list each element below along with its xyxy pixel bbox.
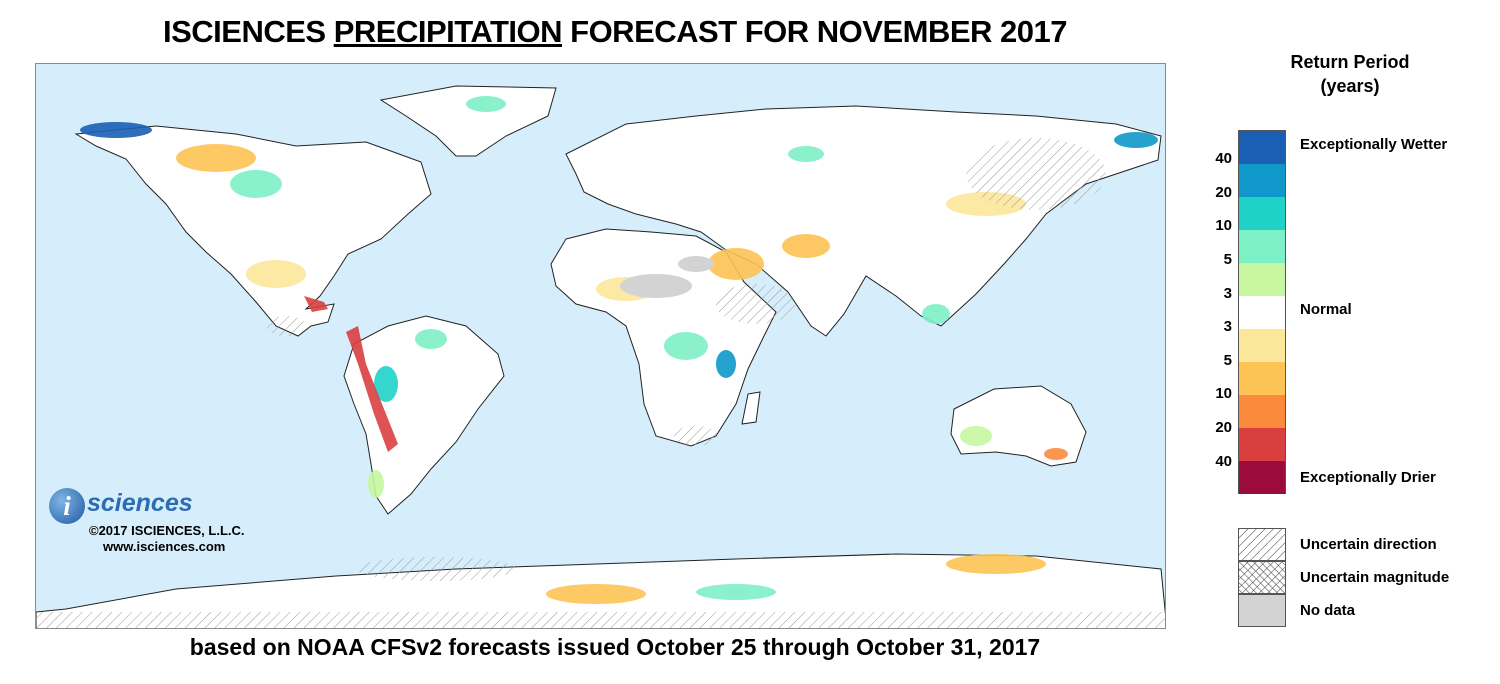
title-suffix: FORECAST FOR NOVEMBER 2017 [562,14,1067,49]
legend-swatch [1239,131,1285,164]
world-map [35,63,1166,629]
legend-title-line2: (years) [1320,76,1380,96]
legend-swatch [1239,230,1285,263]
south-america [343,315,505,515]
greenland [379,85,557,157]
anomaly-wetter [80,96,1158,600]
legend-tick: 3 [1223,318,1232,335]
world-map-graphic [36,85,1165,628]
legend-pattern-direction [1238,528,1286,561]
isciences-logo-word: sciences [87,489,193,517]
website-text: www.isciences.com [103,539,226,554]
legend-tick: 20 [1215,184,1232,201]
map-subtitle: based on NOAA CFSv2 forecasts issued Oct… [189,634,1041,660]
map-title: ISCIENCES PRECIPITATION FORECAST FOR NOV… [30,14,1200,50]
legend-tick: 10 [1215,217,1232,234]
legend-tick: 10 [1215,385,1232,402]
uncertain-direction-hatch [36,138,1165,628]
legend-pattern-magnitude [1238,561,1286,594]
north-america [74,125,432,337]
legend-swatch [1239,197,1285,230]
australia [950,385,1087,467]
legend-tick: 3 [1223,285,1232,302]
legend-swatch [1239,263,1285,296]
madagascar [741,391,761,425]
legend-label-normal: Normal [1300,301,1352,318]
legend-label-uncertain-direction: Uncertain direction [1300,536,1437,553]
legend-swatch [1239,362,1285,395]
legend-color-scale [1238,130,1286,494]
legend-label-wetter: Exceptionally Wetter [1300,136,1448,153]
legend-tick: 40 [1215,150,1232,167]
legend-swatch [1239,296,1285,329]
title-prefix: ISCIENCES [162,14,334,49]
legend-tick: 5 [1223,251,1232,268]
legend-swatch [1239,329,1285,362]
legend-tick: 40 [1215,453,1232,470]
title-emphasis: PRECIPITATION [333,14,563,49]
legend-title-line1: Return Period [1290,52,1410,72]
legend-tick: 5 [1223,352,1232,369]
legend-swatch [1239,461,1285,494]
isciences-logo-mark: i [49,488,85,524]
no-data-areas [620,256,714,298]
legend-swatch [1239,164,1285,197]
legend-label-uncertain-magnitude: Uncertain magnitude [1300,569,1450,586]
legend-pattern-nodata [1238,594,1286,627]
legend-title: Return Period (years) [1255,50,1445,98]
legend-tick: 20 [1215,419,1232,436]
legend-swatch [1239,395,1285,428]
legend-swatch [1239,428,1285,461]
legend-label-no-data: No data [1300,602,1356,619]
copyright-text: ©2017 ISCIENCES, L.L.C. [89,523,245,538]
legend-label-drier: Exceptionally Drier [1300,469,1436,486]
